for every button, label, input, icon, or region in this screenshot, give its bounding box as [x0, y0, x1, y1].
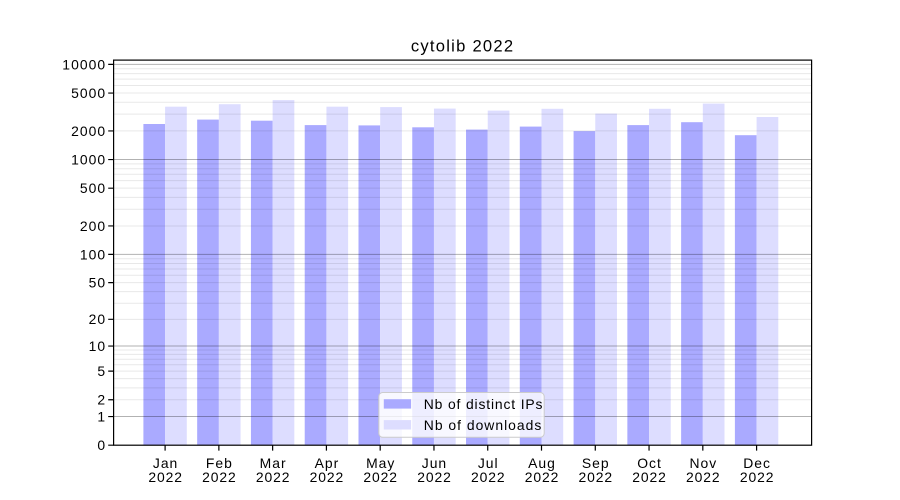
svg-text:Sep: Sep: [582, 455, 610, 471]
svg-text:Jul: Jul: [478, 455, 499, 471]
svg-text:200: 200: [80, 218, 106, 234]
svg-text:2022: 2022: [148, 469, 183, 485]
svg-text:10: 10: [89, 338, 107, 354]
svg-text:Jan: Jan: [153, 455, 178, 471]
svg-text:5: 5: [97, 363, 106, 379]
svg-text:2022: 2022: [525, 469, 560, 485]
svg-text:Nb of downloads: Nb of downloads: [424, 417, 542, 433]
svg-text:100: 100: [80, 246, 106, 262]
svg-text:Feb: Feb: [206, 455, 233, 471]
svg-text:2022: 2022: [632, 469, 667, 485]
svg-text:Jun: Jun: [422, 455, 447, 471]
svg-text:2: 2: [97, 392, 106, 408]
svg-text:Oct: Oct: [637, 455, 662, 471]
svg-text:Dec: Dec: [743, 455, 771, 471]
svg-text:May: May: [366, 455, 395, 471]
svg-text:2022: 2022: [363, 469, 398, 485]
svg-text:2000: 2000: [71, 123, 106, 139]
svg-text:Aug: Aug: [528, 455, 556, 471]
svg-text:1000: 1000: [71, 151, 106, 167]
svg-text:Nb of distinct IPs: Nb of distinct IPs: [424, 396, 544, 412]
svg-text:2022: 2022: [256, 469, 291, 485]
svg-text:2022: 2022: [202, 469, 237, 485]
svg-text:2022: 2022: [417, 469, 452, 485]
svg-text:0: 0: [97, 437, 106, 453]
svg-text:10000: 10000: [62, 56, 106, 72]
svg-text:2022: 2022: [471, 469, 506, 485]
svg-text:50: 50: [89, 275, 107, 291]
svg-text:Mar: Mar: [260, 455, 287, 471]
svg-text:2022: 2022: [579, 469, 614, 485]
svg-text:2022: 2022: [310, 469, 345, 485]
svg-text:2022: 2022: [740, 469, 775, 485]
svg-text:2022: 2022: [686, 469, 721, 485]
svg-text:1: 1: [97, 408, 106, 424]
svg-text:20: 20: [89, 311, 107, 327]
svg-text:500: 500: [80, 180, 106, 196]
svg-text:cytolib 2022: cytolib 2022: [411, 37, 515, 56]
svg-text:5000: 5000: [71, 85, 106, 101]
svg-text:Apr: Apr: [315, 455, 340, 471]
svg-text:Nov: Nov: [689, 455, 717, 471]
